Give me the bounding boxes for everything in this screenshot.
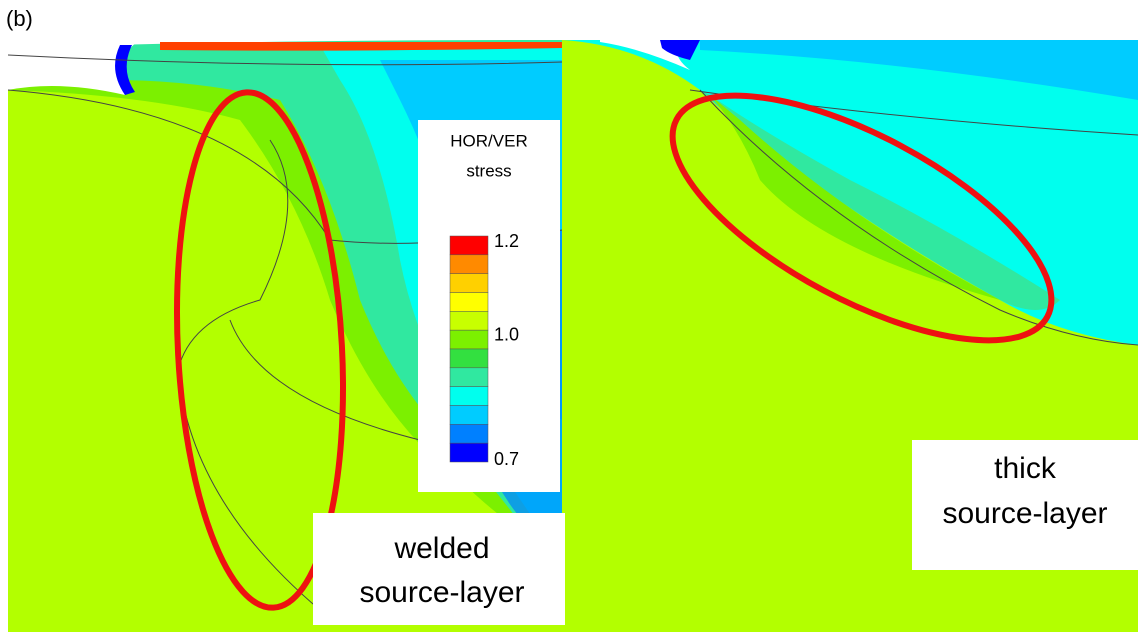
label-text: thick (994, 452, 1057, 485)
highlight-ellipse (669, 92, 1055, 344)
colorbar-label: 0.7 (494, 449, 519, 469)
label-text: source-layer (359, 576, 524, 609)
contour-darkblue (660, 40, 700, 60)
colorbar-band (449, 405, 489, 425)
colorbar-band (449, 386, 489, 406)
contour-darkblue (115, 45, 135, 95)
label-box (313, 513, 565, 625)
colorbar-label: 1.0 (494, 325, 519, 345)
colorbar-band (449, 367, 489, 387)
colorbar-band (449, 329, 489, 350)
contour-teal (700, 90, 1060, 310)
colorbar-band (449, 424, 489, 444)
colorbar-band (449, 235, 489, 256)
label-box (912, 440, 1138, 570)
panel-label: (b) (6, 6, 33, 31)
layer-line (699, 89, 1138, 346)
highlight-ellipse (174, 89, 346, 611)
colorbar-band (449, 311, 489, 331)
contour-lightblue (700, 40, 1138, 100)
legend: HOR/VER stress 1.2 1.0 0.7 (418, 120, 560, 492)
layer-line (7, 54, 563, 66)
colorbar-band (449, 273, 489, 293)
colorbar-label: 1.2 (494, 231, 519, 251)
colorbar-band (449, 348, 489, 369)
label-text: source-layer (942, 497, 1107, 530)
contour-red (160, 42, 562, 51)
legend-box (418, 120, 560, 492)
sky-left (8, 40, 140, 95)
layer-line (229, 319, 471, 446)
layer-line (177, 139, 321, 611)
colorbar-band (449, 442, 489, 463)
colorbar-band (449, 254, 489, 274)
legend-title: HOR/VER (450, 131, 527, 150)
label-text: welded (393, 532, 489, 565)
colorbar-band (449, 292, 489, 312)
legend-title: stress (466, 161, 511, 180)
